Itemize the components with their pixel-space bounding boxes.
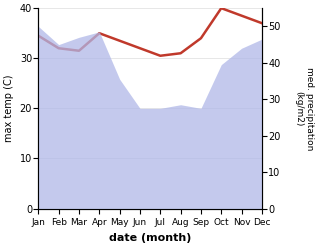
Y-axis label: med. precipitation
(kg/m2): med. precipitation (kg/m2): [294, 67, 314, 150]
Y-axis label: max temp (C): max temp (C): [4, 75, 14, 142]
X-axis label: date (month): date (month): [109, 233, 191, 243]
